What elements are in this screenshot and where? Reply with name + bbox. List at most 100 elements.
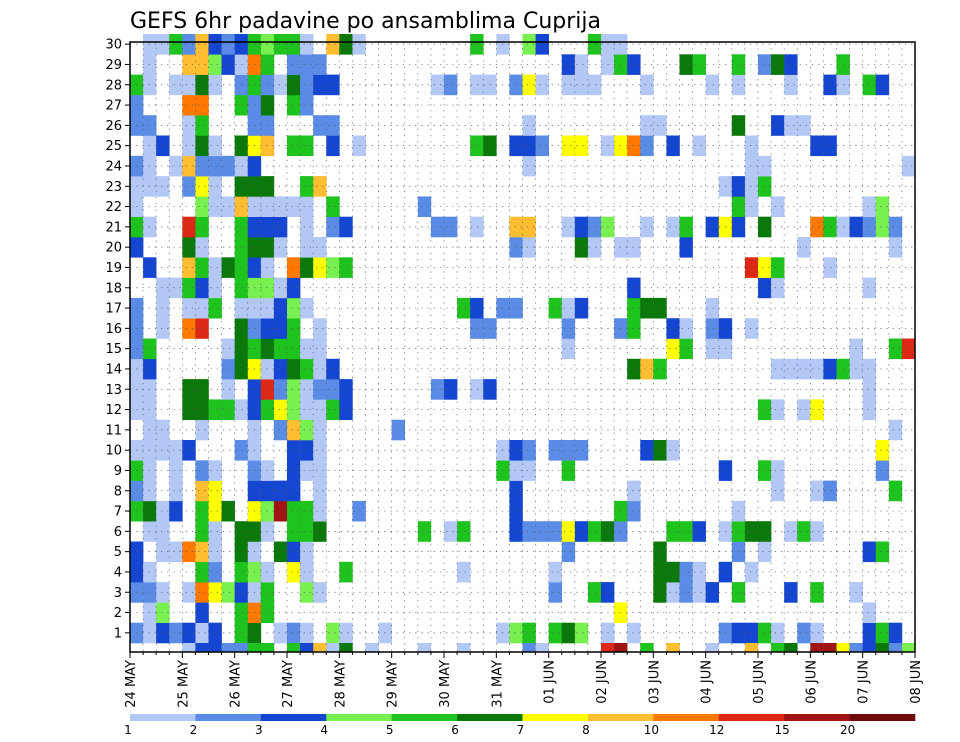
y-tick-label: 8 (114, 484, 122, 499)
heatmap-cell (300, 460, 314, 481)
heatmap-cell (169, 460, 183, 481)
heatmap-cell (287, 74, 301, 96)
heatmap-cell (169, 440, 183, 461)
heatmap-cell (692, 561, 706, 583)
heatmap-cell (234, 318, 249, 339)
heatmap-cell (156, 277, 170, 299)
heatmap-cell (156, 500, 170, 522)
heatmap-cell (273, 541, 288, 563)
strip-cell (601, 643, 615, 652)
heatmap-cell (535, 34, 549, 55)
strip-cell (888, 643, 903, 652)
heatmap-cell (627, 237, 641, 258)
heatmap-cell (208, 480, 222, 502)
heatmap-cell (509, 297, 523, 319)
heatmap-cell (326, 115, 340, 136)
colorbar-label: 3 (255, 723, 263, 737)
strip-cell (182, 643, 196, 652)
heatmap-cell (548, 561, 563, 583)
heatmap-cell (653, 582, 667, 603)
strip-cell (260, 643, 275, 652)
strip-cell (234, 643, 249, 652)
y-tick-label: 29 (105, 58, 122, 73)
heatmap-cell (195, 34, 209, 55)
heatmap-cell (653, 440, 667, 461)
heatmap-cell (287, 379, 301, 400)
grid-lines (130, 42, 915, 652)
heatmap-cell (339, 379, 353, 400)
colorbar-label: 8 (582, 723, 590, 737)
strip-cell (522, 643, 536, 652)
heatmap-cell (221, 54, 235, 75)
heatmap-cell (156, 176, 170, 197)
heatmap-cell (888, 237, 903, 258)
heatmap-cell (771, 622, 785, 644)
heatmap-cell (287, 54, 301, 75)
heatmap-cell (862, 622, 877, 644)
strip-cell (247, 643, 262, 652)
heatmap-cell (875, 541, 890, 563)
y-tick-label: 16 (105, 322, 122, 337)
heatmap-cell (535, 74, 549, 96)
y-tick-label: 4 (114, 565, 122, 580)
y-tick-label: 22 (105, 200, 122, 215)
heatmap-cell (875, 460, 890, 481)
heatmap-cell (300, 622, 314, 644)
heatmap-cell (339, 561, 353, 583)
heatmap-cell (679, 582, 693, 603)
heatmap-cell (771, 358, 785, 380)
heatmap-cell (221, 155, 235, 177)
colorbar-swatch (784, 714, 850, 721)
heatmap-cell (522, 622, 536, 644)
heatmap-cell (561, 318, 576, 339)
heatmap-cell (169, 277, 183, 299)
heatmap-cell (470, 297, 484, 319)
y-tick-label: 9 (114, 464, 122, 479)
heatmap-cell (300, 561, 314, 583)
heatmap-cell (169, 622, 183, 644)
heatmap-cell (875, 440, 890, 461)
strip-cell (901, 643, 916, 652)
heatmap-cell (692, 54, 706, 75)
strip-cell (313, 643, 327, 652)
heatmap-cell (182, 94, 196, 116)
heatmap-cell (156, 440, 170, 461)
heatmap-cell (287, 34, 301, 55)
heatmap-cell (784, 74, 798, 96)
heatmap-cell (313, 419, 327, 441)
heatmap-cell (208, 399, 222, 420)
heatmap-cell (300, 74, 314, 96)
strip-cell (836, 643, 850, 652)
heatmap-cell (234, 237, 249, 258)
heatmap-cell (287, 318, 301, 339)
heatmap-cell (522, 155, 536, 177)
heatmap-cell (666, 318, 680, 339)
heatmap-cell (587, 521, 602, 542)
heatmap-cell (234, 34, 249, 55)
heatmap-cell (810, 135, 824, 157)
heatmap-cell (640, 440, 654, 461)
heatmap-cell (561, 622, 576, 644)
y-tick-label: 15 (105, 342, 122, 357)
y-tick-label: 27 (105, 99, 122, 114)
heatmap-cell (156, 622, 170, 644)
heatmap-cell (771, 257, 785, 278)
y-tick-label: 2 (114, 606, 122, 621)
heatmap-cell (195, 277, 209, 299)
heatmap-cell (561, 74, 576, 96)
heatmap-cell (287, 399, 301, 420)
heatmap-cell (287, 277, 301, 299)
heatmap-cell (758, 54, 772, 75)
heatmap-cell (195, 582, 209, 603)
heatmap-cell (300, 94, 314, 116)
heatmap-cell (195, 399, 209, 420)
heatmap-cell (273, 338, 288, 360)
heatmap-cell (810, 480, 824, 502)
heatmap-cell (287, 521, 301, 542)
heatmap-cell (744, 176, 759, 197)
heatmap-cell (182, 237, 196, 258)
x-tick-label: 03 JUN (647, 660, 662, 704)
heatmap-cell (234, 338, 249, 360)
heatmap-cell (901, 155, 916, 177)
heatmap-cell (823, 216, 837, 238)
